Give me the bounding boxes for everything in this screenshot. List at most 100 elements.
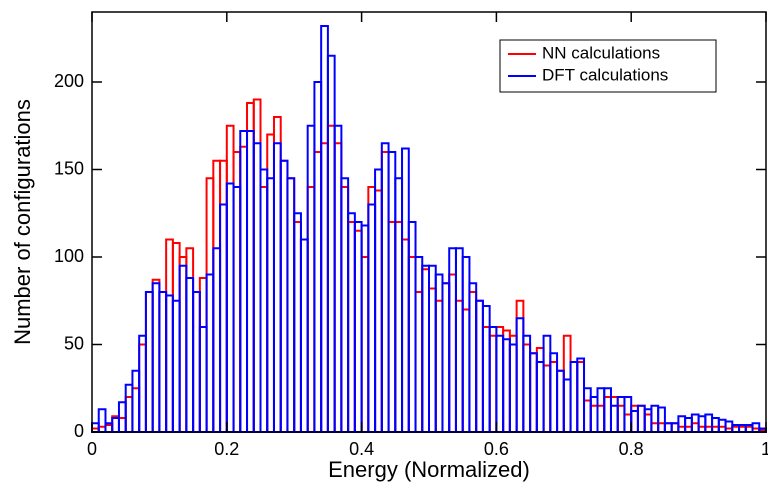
bar xyxy=(374,189,383,433)
bar xyxy=(178,256,188,433)
plot-frame xyxy=(91,11,767,433)
bar xyxy=(111,417,120,433)
bar xyxy=(165,238,174,433)
bar xyxy=(306,186,316,433)
bar xyxy=(636,404,646,433)
bar xyxy=(232,186,242,433)
bar xyxy=(407,221,417,433)
bar xyxy=(502,329,511,433)
bar xyxy=(293,221,302,433)
bar xyxy=(225,124,235,433)
bar xyxy=(326,54,336,433)
bar xyxy=(643,413,653,433)
bar xyxy=(394,221,404,433)
bar xyxy=(272,142,282,433)
bar xyxy=(670,422,680,433)
bar xyxy=(508,334,518,433)
bar xyxy=(212,247,222,433)
bar xyxy=(219,159,228,433)
bar xyxy=(663,422,673,433)
bar xyxy=(414,291,424,433)
y-tick-label: 100 xyxy=(54,246,84,266)
bar xyxy=(340,186,350,433)
bar xyxy=(387,221,397,433)
bar xyxy=(144,291,154,433)
legend-label: NN calculations xyxy=(542,43,660,62)
bar xyxy=(252,142,262,433)
bar xyxy=(650,404,660,433)
y-tick-label: 50 xyxy=(64,333,84,353)
x-tick-label: 0 xyxy=(87,439,97,459)
x-tick-label: 1 xyxy=(761,439,768,459)
bar xyxy=(549,361,559,433)
bar xyxy=(259,168,269,433)
y-tick-label: 150 xyxy=(54,158,84,178)
bar xyxy=(609,396,619,433)
bar xyxy=(441,282,451,433)
bar xyxy=(151,282,161,433)
bar xyxy=(407,256,417,433)
bar xyxy=(259,186,269,433)
bar xyxy=(272,116,282,433)
bar xyxy=(333,124,343,433)
bar xyxy=(306,124,316,433)
bar xyxy=(589,396,599,433)
bar xyxy=(643,408,653,433)
bar xyxy=(192,291,201,433)
bar xyxy=(185,277,195,433)
bar xyxy=(522,343,532,433)
bar xyxy=(468,282,478,433)
bar xyxy=(529,352,538,433)
bar xyxy=(158,291,168,433)
bar xyxy=(495,334,505,433)
bar xyxy=(131,369,141,433)
bar xyxy=(630,404,639,433)
bar xyxy=(353,229,363,433)
bar xyxy=(488,334,498,433)
bar xyxy=(178,264,188,433)
bar xyxy=(434,273,444,433)
bar xyxy=(589,404,599,433)
bar xyxy=(293,212,302,433)
bar xyxy=(252,98,262,433)
bar xyxy=(596,404,606,433)
bar xyxy=(428,287,437,433)
x-tick-label: 0.2 xyxy=(214,439,239,459)
bar xyxy=(165,294,174,433)
bar xyxy=(677,415,687,433)
bar xyxy=(414,256,424,433)
bar xyxy=(279,159,289,433)
x-tick-label: 0.6 xyxy=(484,439,509,459)
bar xyxy=(394,177,404,433)
bar xyxy=(488,326,498,433)
bar xyxy=(502,338,511,433)
bar xyxy=(569,361,579,433)
bar xyxy=(596,387,606,433)
bar xyxy=(481,326,491,433)
bar xyxy=(401,147,410,433)
bar xyxy=(428,264,437,433)
bar xyxy=(299,238,309,433)
bar xyxy=(205,273,215,433)
bar xyxy=(313,151,323,433)
bar xyxy=(576,361,586,433)
x-tick-label: 0.8 xyxy=(619,439,644,459)
bar xyxy=(374,168,383,433)
bar xyxy=(124,383,134,433)
bar xyxy=(441,282,451,433)
bar xyxy=(299,238,309,433)
bar xyxy=(171,242,181,433)
bar xyxy=(192,291,201,433)
bar xyxy=(279,159,289,433)
bar xyxy=(198,277,208,433)
bar xyxy=(434,299,444,433)
bar xyxy=(461,256,471,433)
bar xyxy=(475,299,484,433)
bar xyxy=(583,387,592,433)
bar xyxy=(326,124,336,433)
bar xyxy=(347,221,356,433)
bar xyxy=(421,268,431,433)
bar xyxy=(556,369,565,433)
bar xyxy=(171,299,181,433)
legend-label: DFT calculations xyxy=(542,65,668,84)
